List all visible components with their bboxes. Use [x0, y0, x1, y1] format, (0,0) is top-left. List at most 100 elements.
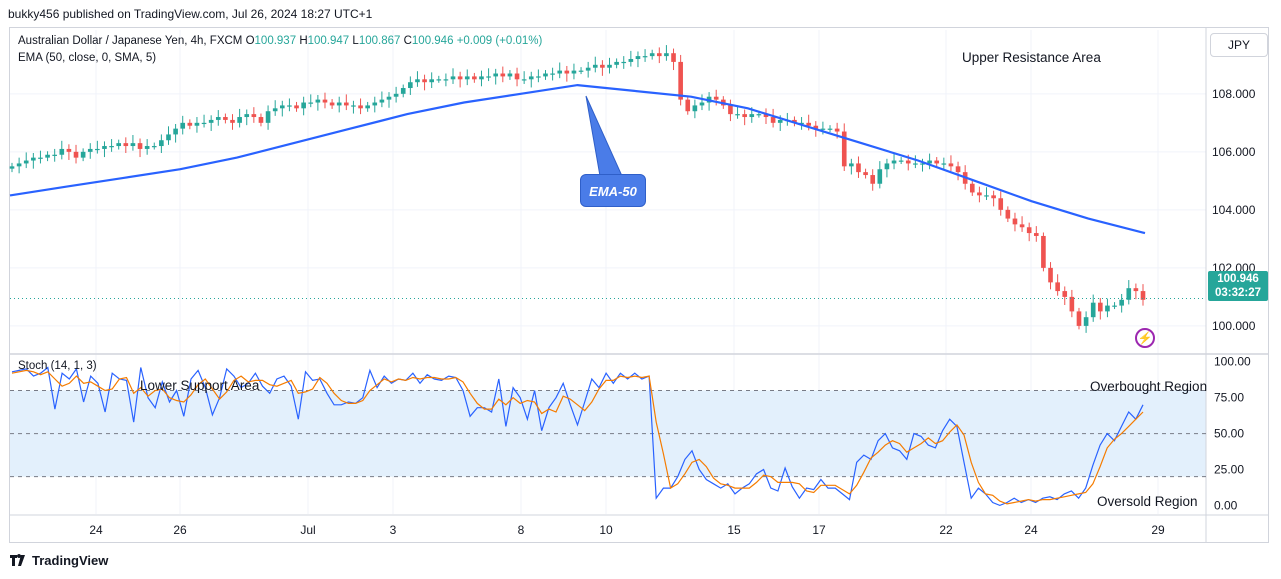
candle-body: [713, 96, 719, 100]
candle-body: [301, 102, 306, 109]
candle-body: [585, 67, 591, 71]
bar-countdown: 03:32:27: [1214, 287, 1262, 299]
candle-body: [279, 105, 285, 109]
candle-body: [358, 105, 363, 109]
candle-body: [38, 157, 43, 159]
candle-body: [642, 56, 648, 58]
stoch-tick-label: 0.00: [1214, 498, 1238, 512]
candle-body: [514, 73, 520, 80]
candle-body: [770, 117, 776, 123]
candle-body: [1026, 227, 1032, 234]
candle-body: [244, 114, 250, 118]
candle-body: [223, 117, 228, 120]
price-tick-label: 106.000: [1212, 145, 1256, 159]
stoch-tick-label: 75.00: [1214, 391, 1244, 405]
candle-body: [493, 73, 499, 77]
legend-open: 100.937: [254, 35, 297, 47]
candle-body: [635, 56, 641, 60]
candle-body: [735, 114, 740, 116]
candle-body: [856, 163, 861, 173]
candle-body: [1041, 235, 1046, 268]
candle-body: [159, 140, 164, 147]
pane-separators: [10, 28, 1268, 542]
candle-body: [877, 169, 883, 184]
candle-body: [969, 183, 975, 193]
candle-body: [1112, 305, 1117, 307]
candle-body: [500, 73, 506, 77]
candle-body: [955, 166, 961, 173]
candle-body: [486, 76, 491, 78]
candle-body: [536, 76, 541, 78]
legend-high: 100.947: [307, 35, 350, 47]
candle-body: [173, 128, 178, 135]
candle-body: [578, 70, 584, 72]
candle-body: [457, 76, 463, 80]
candle-body: [429, 79, 434, 83]
candle-body: [756, 114, 762, 116]
candle-body: [1119, 299, 1124, 306]
price-tick-label: 108.000: [1212, 87, 1256, 101]
candle-body: [315, 99, 321, 103]
legend-stoch[interactable]: Stoch (14, 1, 3): [18, 360, 97, 372]
candle-body: [557, 70, 563, 74]
candle-body: [763, 114, 769, 118]
candle-body: [9, 166, 15, 169]
candle-body: [656, 53, 662, 57]
candle-body: [600, 64, 605, 68]
stoch-k-line: [11, 366, 1144, 507]
legend-low: 100.867: [358, 35, 401, 47]
candle-body: [592, 64, 598, 68]
legend-symbol: Australian Dollar / Japanese Yen, 4h, FX…: [18, 35, 243, 47]
candle-body: [1048, 267, 1053, 283]
candle-body: [351, 105, 356, 107]
candle-body: [151, 146, 157, 148]
candle-body: [863, 172, 868, 176]
currency-button[interactable]: JPY: [1210, 33, 1268, 57]
tradingview-footer[interactable]: TradingView: [10, 553, 108, 568]
candle-body: [272, 108, 278, 112]
candle-body: [102, 146, 107, 149]
candle-body: [521, 79, 527, 81]
candle-body: [329, 102, 335, 106]
footer-brand: TradingView: [32, 553, 109, 568]
candle-body: [998, 198, 1004, 210]
candle-body: [422, 79, 427, 83]
candle-body: [1055, 282, 1060, 292]
candle-body: [201, 122, 207, 125]
candle-body: [1083, 317, 1089, 326]
candle-body: [849, 163, 854, 167]
time-tick-label: 3: [390, 523, 397, 537]
candle-body: [73, 151, 79, 158]
candle-body: [1126, 288, 1132, 300]
candle-body: [898, 160, 904, 162]
candle-body: [400, 88, 406, 94]
candle-body: [614, 61, 619, 65]
candle-body: [95, 148, 100, 151]
legend-change: +0.009 (+0.01%): [456, 35, 543, 47]
candle-body: [792, 119, 797, 123]
candle-body: [16, 163, 22, 167]
candle-body: [237, 117, 242, 123]
candle-body: [322, 99, 328, 103]
candle-body: [109, 146, 114, 148]
candle-body: [415, 79, 420, 83]
candle-body: [45, 154, 50, 158]
candle-body: [59, 148, 65, 155]
candle-body: [806, 122, 811, 126]
candle-body: [1062, 291, 1068, 297]
candle-body: [550, 73, 555, 75]
candle-body: [379, 99, 385, 103]
candle-body: [671, 53, 676, 62]
candle-body: [1076, 311, 1082, 326]
candle-body: [777, 119, 783, 123]
candle-body: [927, 160, 932, 164]
candle-body: [130, 143, 136, 147]
candle-body: [820, 128, 826, 130]
time-tick-label: 17: [812, 523, 826, 537]
legend-ema[interactable]: EMA (50, close, 0, SMA, 5): [18, 52, 157, 64]
last-price-value: 100.946: [1217, 273, 1259, 285]
flash-icon[interactable]: ⚡: [1135, 328, 1155, 348]
candle-body: [1019, 224, 1025, 228]
candle-body: [258, 117, 264, 123]
